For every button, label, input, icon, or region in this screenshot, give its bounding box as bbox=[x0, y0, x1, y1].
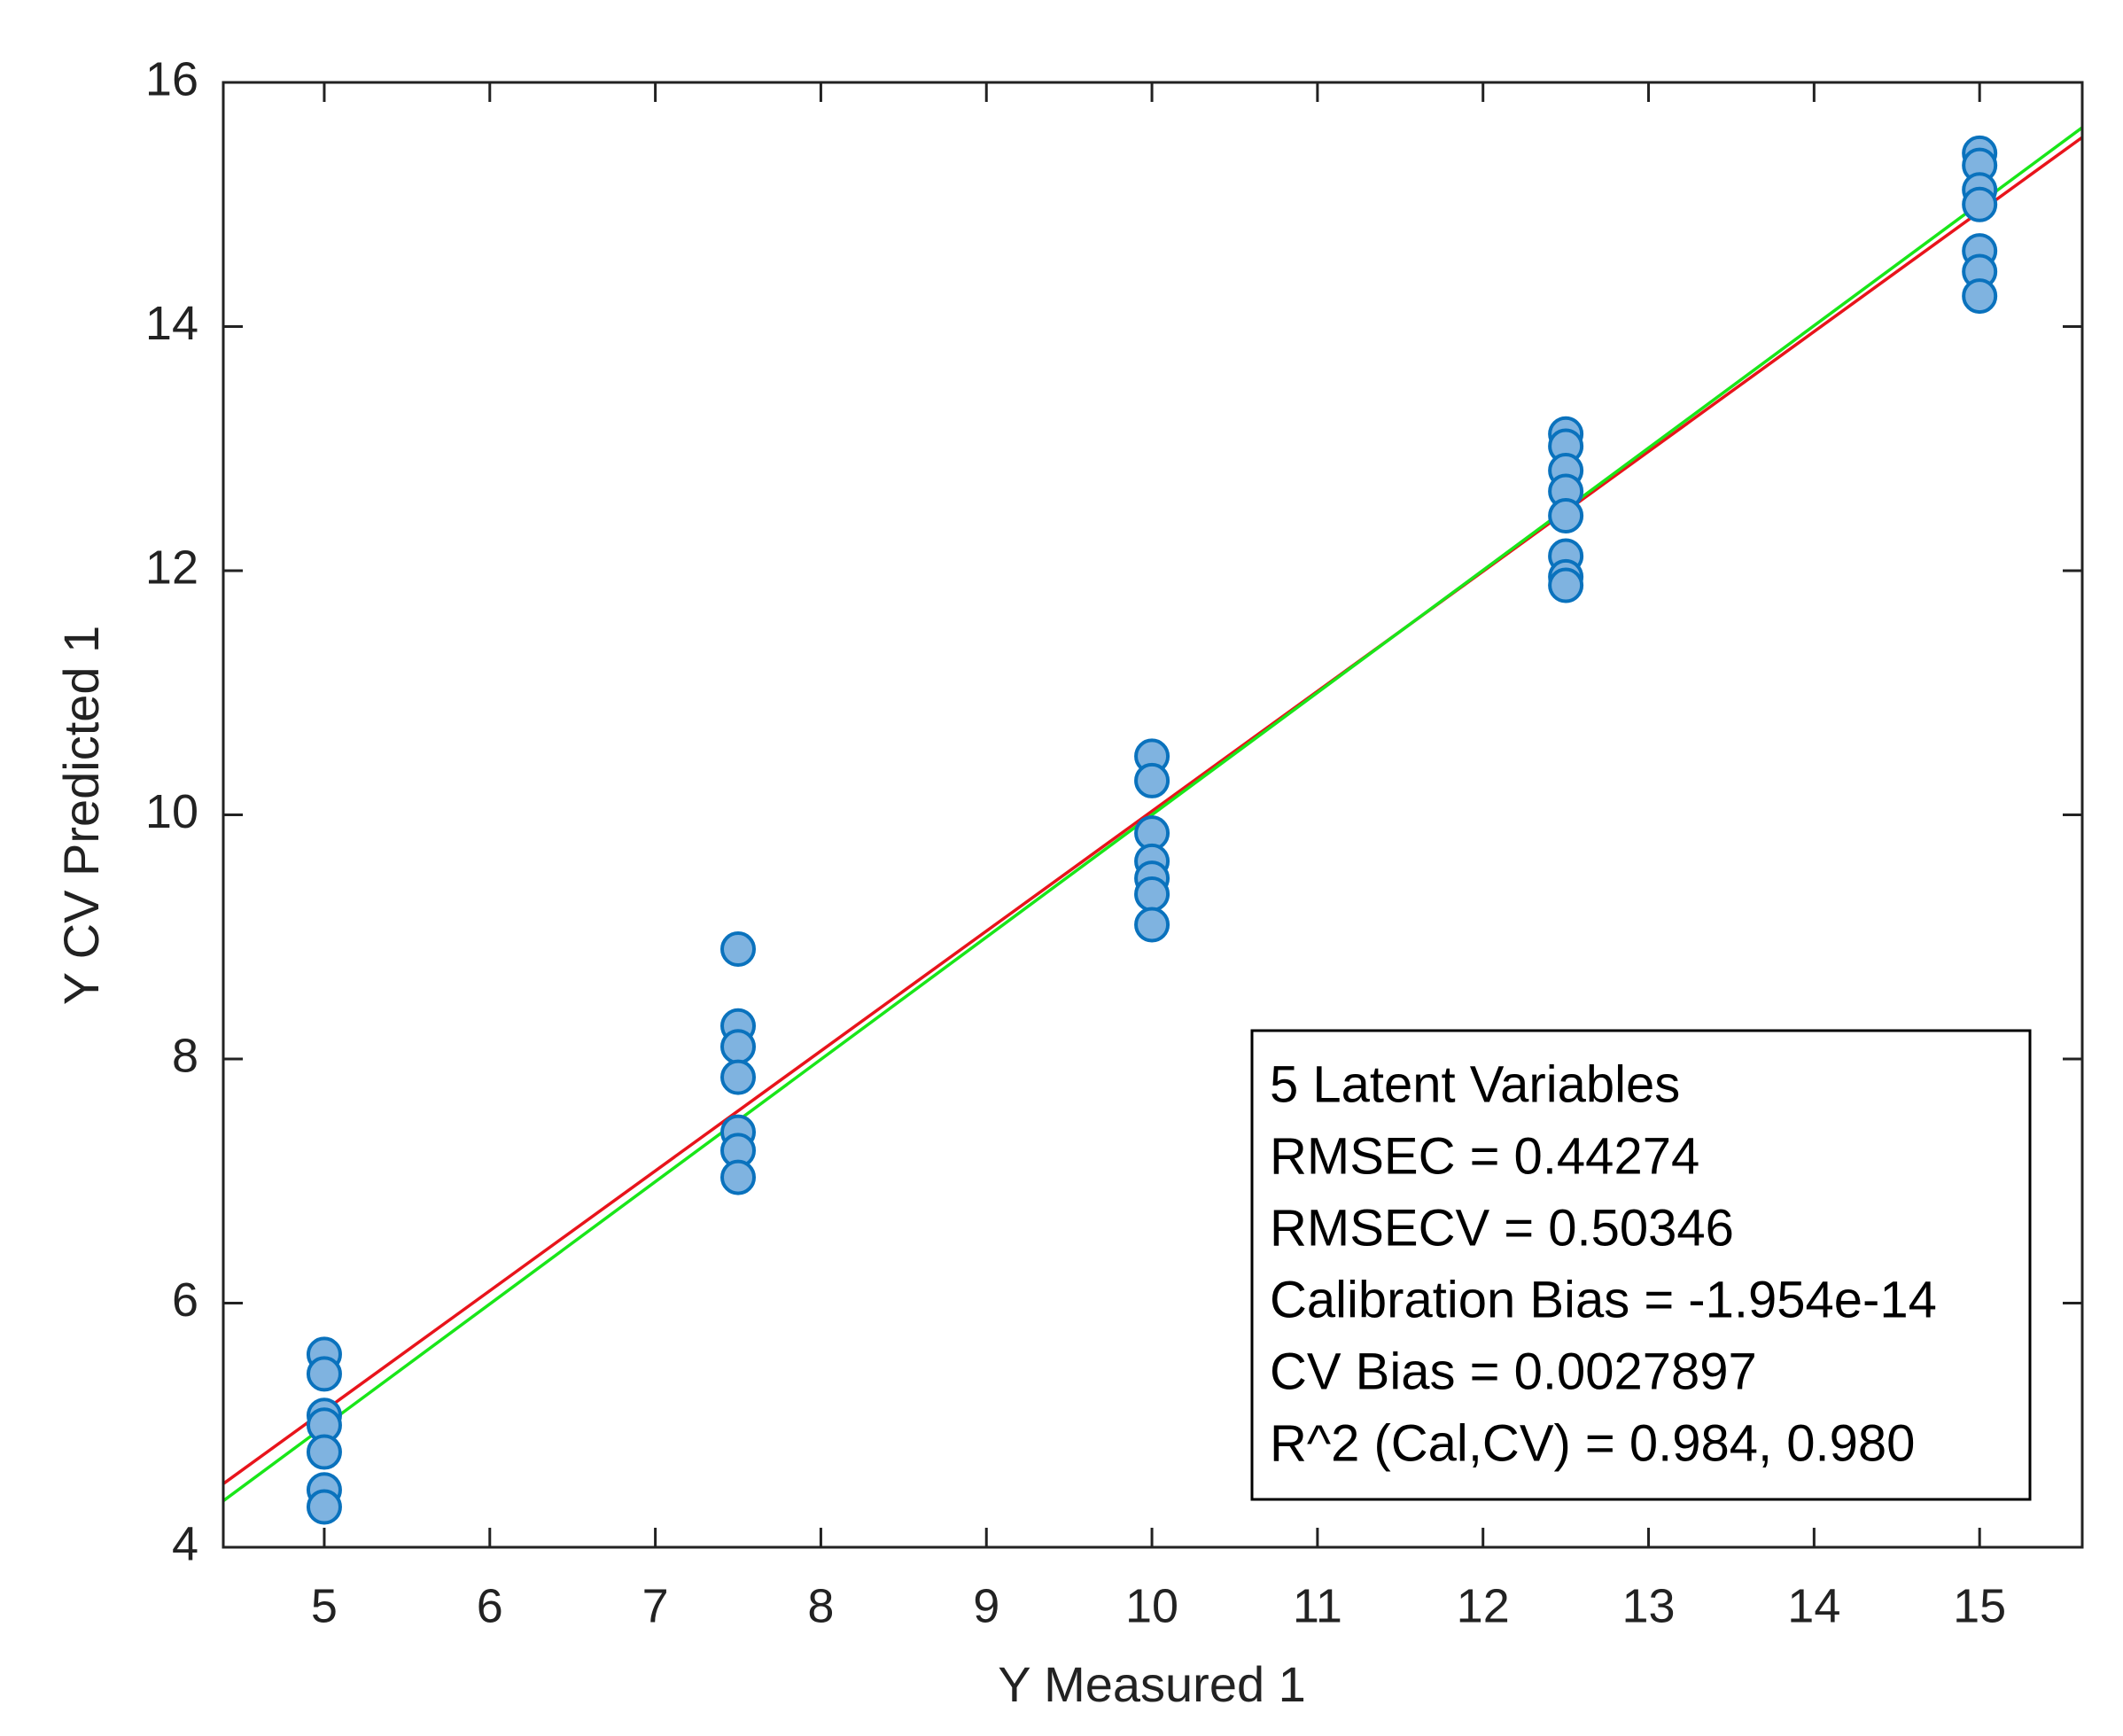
data-point bbox=[306, 1356, 342, 1392]
x-tick-label: 9 bbox=[973, 1579, 999, 1632]
data-point bbox=[1548, 498, 1584, 534]
x-tick-label: 13 bbox=[1621, 1579, 1675, 1632]
data-point bbox=[1134, 876, 1170, 913]
y-tick-label: 8 bbox=[172, 1029, 198, 1082]
reference-line bbox=[223, 136, 2082, 1485]
data-point bbox=[306, 1434, 342, 1470]
y-tick-label: 16 bbox=[145, 52, 198, 105]
annotation-line: R^2 (Cal,CV) = 0.984, 0.980 bbox=[1270, 1414, 1915, 1472]
y-tick-label: 14 bbox=[145, 297, 198, 350]
data-point bbox=[1962, 278, 1998, 315]
data-point bbox=[1548, 567, 1584, 603]
annotation-line: 5 Latent Variables bbox=[1270, 1055, 1680, 1113]
annotation-line: RMSECV = 0.50346 bbox=[1270, 1199, 1734, 1257]
x-tick-label: 15 bbox=[1953, 1579, 2006, 1632]
x-axis-label: Y Measured 1 bbox=[998, 1656, 1306, 1712]
y-tick-label: 4 bbox=[172, 1517, 198, 1570]
y-tick-label: 10 bbox=[145, 785, 198, 838]
x-tick-label: 5 bbox=[311, 1579, 338, 1632]
annotation-line: Calibration Bias = -1.954e-14 bbox=[1270, 1271, 1937, 1328]
annotation-box bbox=[1250, 1029, 2032, 1501]
data-point bbox=[1962, 186, 1998, 222]
annotation-line: RMSEC = 0.44274 bbox=[1270, 1127, 1699, 1185]
x-tick-label: 11 bbox=[1293, 1579, 1342, 1632]
x-tick-label: 12 bbox=[1457, 1579, 1510, 1632]
data-point bbox=[720, 931, 757, 968]
x-tick-label: 10 bbox=[1125, 1579, 1178, 1632]
x-tick-label: 14 bbox=[1787, 1579, 1840, 1632]
x-tick-label: 7 bbox=[642, 1579, 669, 1632]
data-point bbox=[720, 1029, 757, 1065]
y-tick-label: 12 bbox=[145, 541, 198, 594]
x-tick-label: 6 bbox=[477, 1579, 503, 1632]
axes-box bbox=[222, 81, 2084, 1549]
annotation-line: CV Bias = 0.0027897 bbox=[1270, 1343, 1757, 1400]
y-tick-label: 6 bbox=[172, 1273, 198, 1327]
data-point bbox=[1134, 907, 1170, 943]
data-point bbox=[720, 1159, 757, 1195]
x-tick-label: 8 bbox=[807, 1579, 834, 1632]
data-point bbox=[720, 1059, 757, 1095]
y-axis-label: Y CV Predicted 1 bbox=[53, 626, 109, 1006]
data-point bbox=[306, 1489, 342, 1525]
reference-line bbox=[223, 126, 2082, 1503]
data-point bbox=[1134, 762, 1170, 798]
